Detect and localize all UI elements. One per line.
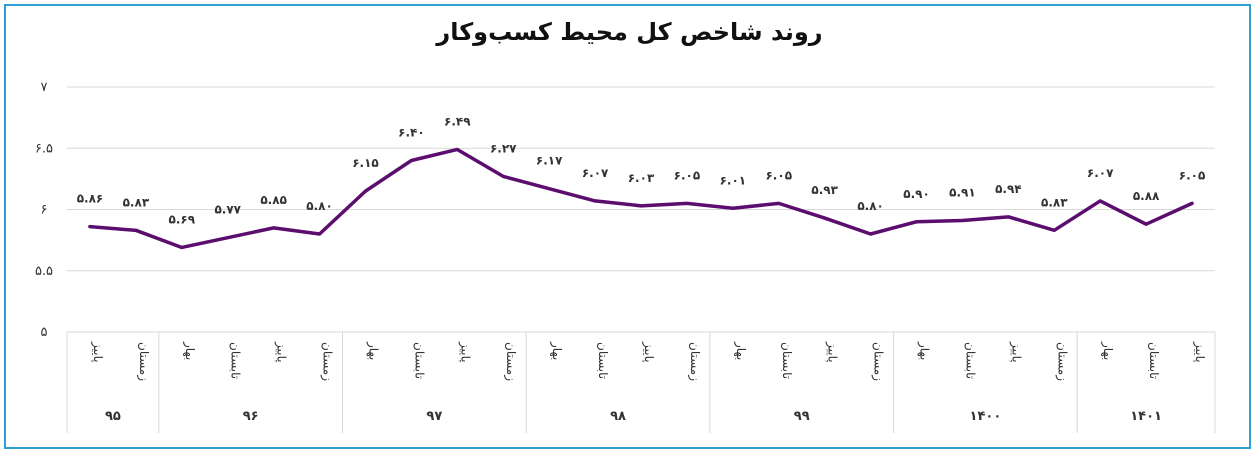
data-label: ۶.۰۵ [765,168,792,182]
data-label: ۵.۸۳ [123,195,150,209]
data-label: ۵.۹۰ [903,187,930,201]
x-tick-year: ۱۴۰۰ [970,409,1002,424]
y-tick-label: ۶.۵ [35,141,53,156]
data-label: ۵.۸۰ [857,199,884,213]
x-tick-year: ۹۸ [610,409,626,424]
x-tick-season: تابستان [780,342,794,379]
x-tick-season: تابستان [412,342,426,379]
y-tick-label: ۵.۵ [35,264,53,279]
x-tick-season: زمستان [136,342,151,381]
x-tick-season: زمستان [320,342,335,381]
x-tick-season: تابستان [1147,342,1161,379]
data-label: ۵.۷۷ [214,203,241,217]
x-tick-season: بهار [549,341,564,360]
data-label: ۶.۴۰ [398,126,425,140]
data-label: ۵.۸۰ [306,199,333,213]
x-tick-year: ۹۵ [105,409,121,424]
data-label: ۵.۹۳ [811,183,838,197]
data-label: ۵.۸۸ [1133,189,1160,203]
y-tick-label: ۶ [41,203,48,218]
y-tick-label: ۷ [41,80,48,95]
x-tick-season: پاییز [641,341,656,363]
data-label: ۵.۸۶ [77,192,104,206]
data-label: ۵.۶۹ [169,212,196,226]
x-tick-season: پاییز [1192,341,1207,363]
x-tick-year: ۹۹ [794,409,810,424]
x-tick-season: بهار [1100,341,1115,360]
data-label: ۵.۹۱ [949,186,976,200]
data-label: ۶.۴۹ [444,114,471,128]
data-label: ۶.۲۷ [490,141,517,155]
data-label: ۶.۱۵ [352,156,379,170]
data-label: ۵.۸۵ [260,193,287,207]
x-tick-season: پاییز [1008,341,1023,363]
x-tick-season: پاییز [274,341,289,363]
x-tick-year: ۱۴۰۱ [1130,409,1162,424]
data-label: ۶.۰۱ [720,173,747,187]
x-tick-season: بهار [365,341,380,360]
data-label: ۶.۱۷ [536,154,563,168]
x-tick-season: زمستان [687,342,702,381]
x-tick-season: تابستان [596,342,610,379]
x-tick-season: پاییز [457,341,472,363]
x-tick-season: بهار [182,341,197,360]
y-tick-label: ۵ [41,325,48,340]
series-line [88,147,1194,250]
data-label: ۶.۰۵ [674,168,701,182]
data-label: ۶.۰۷ [582,166,609,180]
x-tick-season: بهار [917,341,932,360]
x-tick-season: زمستان [503,342,518,381]
data-label: ۶.۰۳ [628,171,655,185]
data-label: ۶.۰۷ [1087,166,1114,180]
x-tick-season: زمستان [871,342,886,381]
chart-title: روند شاخص کل محیط کسب‌وکار [436,18,823,46]
x-tick-season: تابستان [963,342,977,379]
data-label: ۵.۹۴ [995,182,1022,196]
data-label: ۵.۸۳ [1041,195,1068,209]
x-tick-year: ۹۶ [243,409,259,424]
x-tick-season: زمستان [1054,342,1069,381]
x-tick-year: ۹۷ [426,409,442,424]
x-tick-season: پاییز [90,341,105,363]
data-label: ۶.۰۵ [1179,168,1206,182]
x-tick-season: پاییز [825,341,840,363]
x-tick-season: تابستان [229,342,243,379]
x-tick-season: بهار [733,341,748,360]
